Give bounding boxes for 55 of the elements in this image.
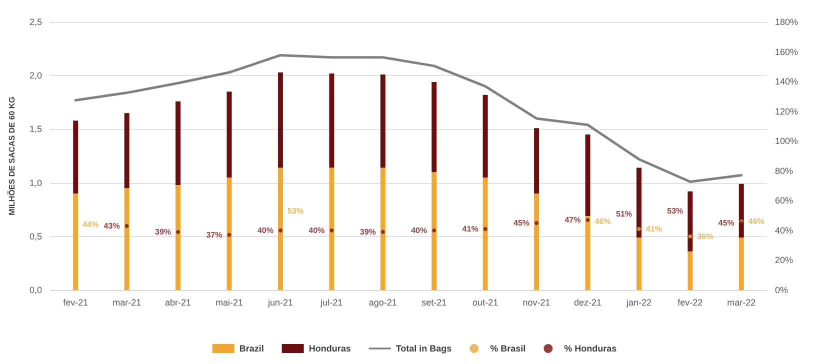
data-label: 39% — [155, 227, 172, 236]
data-label: 37% — [206, 230, 222, 240]
y-tick-label: 1,0 — [29, 178, 42, 188]
y2-tick-label: 160% — [775, 46, 798, 57]
x-tick-label: ago-21 — [368, 298, 397, 308]
data-label: 47% — [564, 216, 581, 225]
data-label: 46% — [748, 217, 764, 226]
data-label: 46% — [594, 217, 611, 226]
y2-tick-label: 120% — [775, 106, 798, 116]
x-tick-label: fev-22 — [678, 298, 703, 308]
x-tick-label: jun-21 — [266, 298, 293, 308]
y2-tick-label: 140% — [775, 76, 798, 87]
x-tick-label: nov-21 — [522, 298, 550, 308]
y2-tick-label: 60% — [775, 196, 794, 206]
data-label: 40% — [257, 226, 274, 235]
y2-tick-label: 20% — [775, 255, 794, 266]
data-label: 43% — [104, 221, 120, 230]
y-tick-label: 0,5 — [29, 231, 42, 242]
y-axis-title: MILHÕES DE SACAS DE 60 KG — [6, 96, 16, 216]
x-tick-label: jan-22 — [625, 298, 652, 308]
x-tick-label: jul-21 — [320, 298, 343, 308]
x-tick-label: out-21 — [472, 298, 498, 308]
y2-tick-label: 40% — [775, 225, 794, 236]
legend-label: % Honduras — [564, 344, 617, 354]
y-tick-label: 2,5 — [29, 17, 42, 27]
y2-tick-label: 80% — [775, 166, 794, 176]
x-tick-label: set-21 — [422, 298, 447, 308]
data-label: 36% — [697, 232, 714, 241]
y-tick-label: 0,0 — [29, 285, 42, 295]
x-tick-label: dez-21 — [574, 298, 602, 308]
data-label: 53% — [667, 206, 684, 216]
x-tick-label: mar-21 — [112, 298, 142, 308]
legend-label: Honduras — [308, 344, 351, 354]
legend-label: Total in Bags — [396, 344, 452, 354]
data-label: 45% — [718, 218, 734, 228]
legend-label: % Brasil — [490, 344, 526, 354]
data-label: 51% — [616, 210, 632, 219]
x-tick-label: abr-21 — [165, 298, 192, 308]
data-label: 53% — [287, 206, 304, 216]
y-tick-label: 2,0 — [29, 70, 42, 81]
data-label: 39% — [360, 227, 376, 236]
x-tick-label: fev-21 — [63, 298, 88, 308]
y2-tick-label: 0% — [775, 285, 788, 295]
x-tick-label: mai-21 — [215, 298, 244, 308]
data-label: 45% — [514, 218, 530, 228]
data-label: 41% — [646, 224, 662, 234]
data-label: 41% — [462, 224, 478, 234]
data-label: 40% — [411, 226, 428, 235]
legend-label: Brazil — [239, 344, 264, 354]
data-label: 40% — [308, 226, 325, 235]
y2-tick-label: 180% — [775, 17, 798, 27]
data-label: 44% — [82, 220, 99, 229]
x-tick-label: mar-22 — [727, 298, 756, 308]
y2-tick-label: 100% — [775, 136, 798, 146]
y-tick-label: 1,5 — [29, 124, 42, 134]
